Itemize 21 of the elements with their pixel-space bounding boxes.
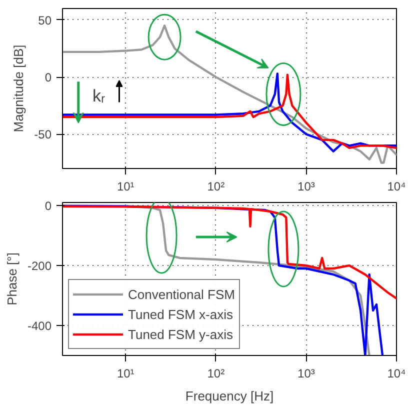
legend-label: Conventional FSM bbox=[128, 286, 235, 302]
x-tick-label: 10³ bbox=[298, 366, 315, 380]
y-tick-label: 0 bbox=[44, 70, 52, 85]
x-axis-title: Frequency [Hz] bbox=[185, 388, 274, 404]
y-tick-label: 50 bbox=[38, 13, 52, 28]
x-tick-label: 10⁴ bbox=[387, 366, 406, 380]
legend-label: Tuned FSM y-axis bbox=[128, 326, 233, 342]
x-tick-label: 10⁴ bbox=[387, 180, 406, 194]
annotation: kᵣ bbox=[92, 86, 106, 106]
x-tick-label: 10² bbox=[207, 180, 225, 194]
legend-label: Tuned FSM x-axis bbox=[128, 306, 233, 322]
x-tick-label: 10¹ bbox=[116, 180, 134, 194]
y-axis-title: Magnitude [dB] bbox=[11, 44, 26, 132]
y-tick-label: -200 bbox=[27, 259, 52, 273]
y-axis-title: Phase [°] bbox=[4, 252, 20, 306]
y-tick-label: -400 bbox=[27, 319, 52, 333]
x-tick-label: 10² bbox=[207, 366, 225, 380]
y-tick-label: 0 bbox=[44, 199, 52, 213]
x-tick-label: 10³ bbox=[298, 180, 315, 194]
y-tick-label: -50 bbox=[34, 128, 52, 142]
x-tick-label: 10¹ bbox=[116, 366, 134, 380]
